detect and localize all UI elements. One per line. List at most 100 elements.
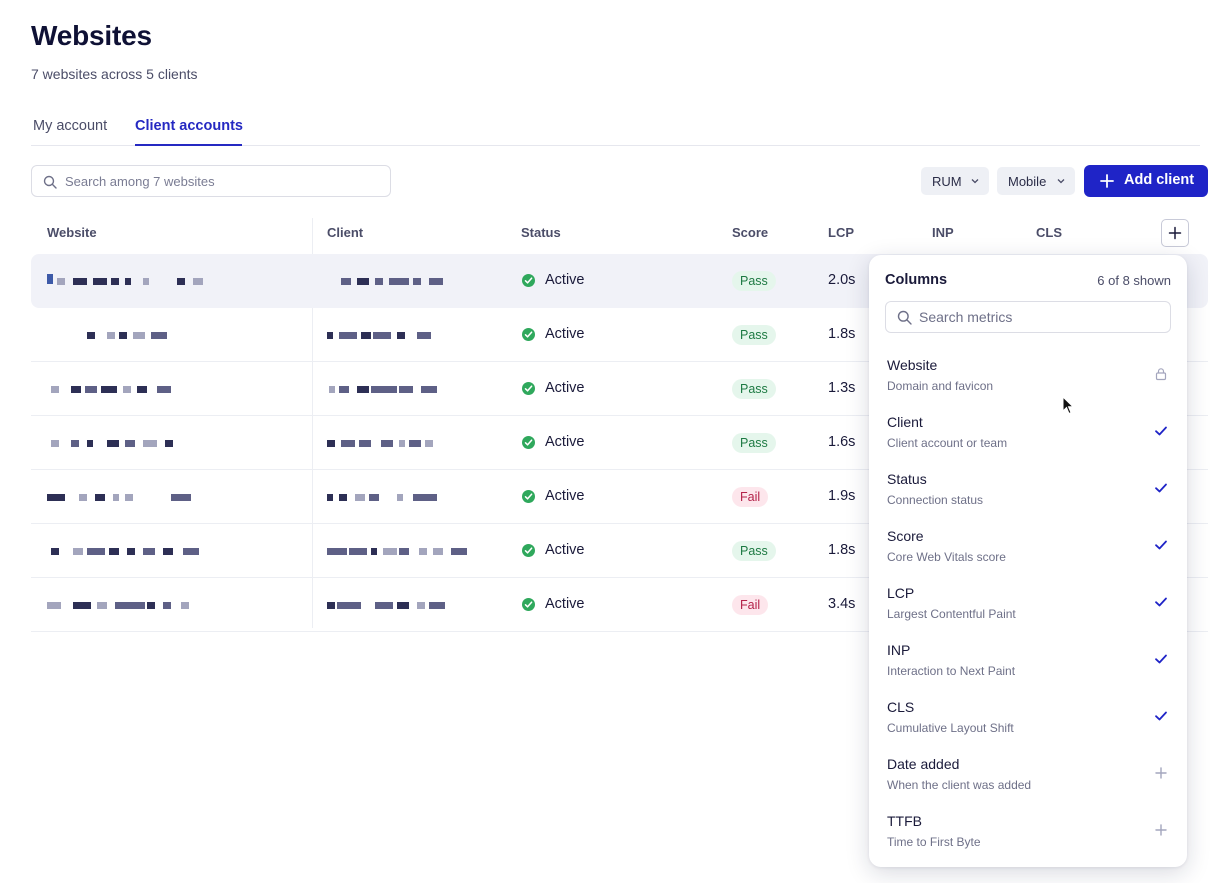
- search-icon: [43, 175, 57, 189]
- metric-description: Core Web Vitals score: [887, 550, 1006, 564]
- redacted-block: [71, 440, 79, 447]
- client-cell-redacted[interactable]: [327, 544, 467, 558]
- client-cell-redacted[interactable]: [327, 598, 467, 612]
- columns-panel-title: Columns: [885, 272, 948, 288]
- header-cls[interactable]: CLS: [1036, 225, 1062, 240]
- client-cell-redacted[interactable]: [327, 328, 467, 342]
- redacted-block: [147, 602, 155, 609]
- header-score[interactable]: Score: [732, 225, 769, 240]
- header-inp[interactable]: INP: [932, 225, 954, 240]
- redacted-block: [51, 548, 59, 555]
- add-column-button[interactable]: [1161, 219, 1189, 247]
- client-cell-redacted[interactable]: [327, 490, 467, 504]
- redacted-block: [341, 440, 355, 447]
- website-cell-redacted[interactable]: [47, 598, 207, 612]
- add-client-button[interactable]: Add client: [1084, 165, 1208, 197]
- redacted-block: [143, 548, 155, 555]
- table-row[interactable]: Active Fail 1.9s: [31, 470, 1208, 524]
- device-filter-dropdown[interactable]: Mobile: [997, 167, 1075, 195]
- redacted-block: [371, 548, 377, 555]
- redacted-block: [125, 440, 135, 447]
- table-row[interactable]: Active Pass 1.8s: [31, 524, 1208, 578]
- metric-item-score[interactable]: Score Core Web Vitals score: [869, 528, 1187, 585]
- plus-icon[interactable]: [1154, 766, 1168, 780]
- check-icon[interactable]: [1154, 538, 1168, 552]
- check-icon[interactable]: [1154, 595, 1168, 609]
- tab-my-account[interactable]: My account: [33, 118, 108, 134]
- redacted-block: [433, 548, 443, 555]
- redacted-block: [389, 278, 409, 285]
- redacted-block: [327, 602, 335, 609]
- redacted-block: [327, 494, 333, 501]
- client-cell-redacted[interactable]: [327, 274, 467, 288]
- metric-item-client[interactable]: Client Client account or team: [869, 414, 1187, 471]
- metric-item-cls[interactable]: CLS Cumulative Layout Shift: [869, 699, 1187, 756]
- page-subtitle: 7 websites across 5 clients: [31, 66, 198, 82]
- table-row[interactable]: Active Fail 3.4s: [31, 578, 1208, 632]
- metric-item-status[interactable]: Status Connection status: [869, 471, 1187, 528]
- metric-name: LCP: [887, 585, 915, 601]
- check-icon[interactable]: [1154, 709, 1168, 723]
- redacted-block: [413, 494, 437, 501]
- metric-item-lcp[interactable]: LCP Largest Contentful Paint: [869, 585, 1187, 642]
- header-website[interactable]: Website: [47, 225, 97, 240]
- table-row[interactable]: Active Pass 1.8s: [31, 308, 1208, 362]
- metric-item-inp[interactable]: INP Interaction to Next Paint: [869, 642, 1187, 699]
- score-badge: Pass: [732, 325, 776, 345]
- redacted-block: [97, 602, 107, 609]
- metric-item-ttfb[interactable]: TTFB Time to First Byte: [869, 813, 1187, 870]
- redacted-block: [413, 278, 421, 285]
- website-search-input[interactable]: Search among 7 websites: [31, 165, 391, 197]
- active-status-icon: [522, 328, 535, 341]
- website-cell-redacted[interactable]: [47, 436, 207, 450]
- lcp-value: 3.4s: [828, 596, 856, 612]
- columns-panel: Columns 6 of 8 shown Search metrics Webs…: [869, 255, 1187, 867]
- active-status-icon: [522, 274, 535, 287]
- redacted-block: [349, 548, 367, 555]
- redacted-block: [137, 386, 147, 393]
- plus-icon[interactable]: [1154, 823, 1168, 837]
- redacted-block: [425, 440, 433, 447]
- website-cell-redacted[interactable]: [47, 490, 207, 504]
- active-tab-indicator: [135, 144, 242, 146]
- metric-name: Score: [887, 528, 924, 544]
- redacted-block: [115, 602, 145, 609]
- check-icon[interactable]: [1154, 424, 1168, 438]
- table-row[interactable]: Active Pass 1.3s: [31, 362, 1208, 416]
- redacted-block: [327, 440, 335, 447]
- website-cell-redacted[interactable]: [47, 544, 207, 558]
- chevron-down-icon: [971, 179, 979, 184]
- redacted-block: [183, 548, 199, 555]
- redacted-block: [109, 548, 119, 555]
- header-status[interactable]: Status: [521, 225, 561, 240]
- score-badge: Pass: [732, 541, 776, 561]
- redacted-block: [163, 548, 173, 555]
- metric-name: Client: [887, 414, 923, 430]
- status-text: Active: [545, 542, 585, 558]
- table-row[interactable]: Active Pass 1.6s: [31, 416, 1208, 470]
- redacted-block: [421, 386, 437, 393]
- redacted-block: [111, 278, 119, 285]
- active-status-icon: [522, 382, 535, 395]
- redacted-block: [107, 332, 115, 339]
- metric-description: Interaction to Next Paint: [887, 664, 1016, 678]
- header-lcp[interactable]: LCP: [828, 225, 854, 240]
- metric-search-input[interactable]: Search metrics: [885, 301, 1171, 333]
- tab-client-accounts[interactable]: Client accounts: [135, 118, 243, 134]
- website-cell-redacted[interactable]: [47, 328, 207, 342]
- status-text: Active: [545, 272, 585, 288]
- check-icon[interactable]: [1154, 652, 1168, 666]
- metric-item-date-added[interactable]: Date added When the client was added: [869, 756, 1187, 813]
- website-cell-redacted[interactable]: [47, 382, 207, 396]
- redacted-block: [143, 440, 157, 447]
- redacted-block: [399, 386, 413, 393]
- redacted-block: [419, 548, 427, 555]
- website-cell-redacted[interactable]: [47, 274, 207, 288]
- rum-filter-dropdown[interactable]: RUM: [921, 167, 989, 195]
- header-client[interactable]: Client: [327, 225, 364, 240]
- check-icon[interactable]: [1154, 481, 1168, 495]
- client-cell-redacted[interactable]: [327, 436, 467, 450]
- client-cell-redacted[interactable]: [327, 382, 467, 396]
- metric-item-website[interactable]: Website Domain and favicon: [869, 357, 1187, 414]
- lcp-value: 1.9s: [828, 488, 856, 504]
